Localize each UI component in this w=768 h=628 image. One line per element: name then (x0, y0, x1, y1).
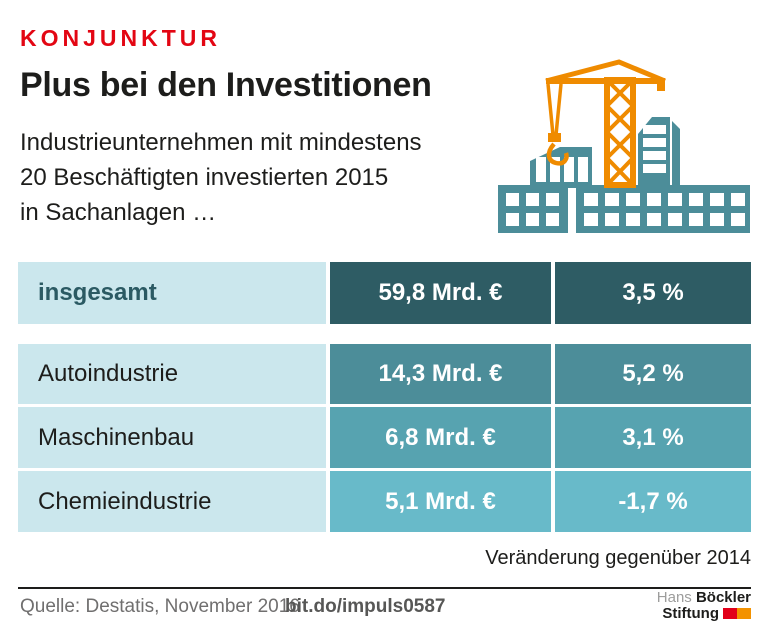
row-value: 59,8 Mrd. € (330, 262, 551, 324)
logo-hans: Hans (656, 589, 692, 606)
subtitle-line: in Sachanlagen … (20, 199, 217, 226)
row-change: 3,1 % (555, 407, 751, 468)
footer-divider (18, 587, 751, 589)
subtitle-line: Industrieunternehmen mit mindestens (20, 129, 422, 156)
kicker: KONJUNKTUR (20, 25, 221, 51)
logo-red-square-icon (723, 608, 737, 619)
row-label: Maschinenbau (18, 407, 326, 468)
row-label: Autoindustrie (18, 344, 326, 404)
table-row: Maschinenbau 6,8 Mrd. € 3,1 % (18, 407, 751, 468)
table-row: Chemieindustrie 5,1 Mrd. € -1,7 % (18, 471, 751, 532)
logo-squares-icon (723, 607, 751, 623)
row-label: Chemieindustrie (18, 471, 326, 532)
source-text: Quelle: Destatis, November 2016 (20, 596, 300, 617)
hans-boeckler-stiftung-logo: Hans Böckler Stiftung (657, 590, 751, 623)
page-title: Plus bei den Investitionen (20, 66, 432, 104)
logo-line1: Hans Böckler (657, 590, 751, 606)
logo-stiftung: Stiftung (662, 605, 719, 622)
row-change: 3,5 % (555, 262, 751, 324)
logo-boeckler: Böckler (695, 589, 751, 606)
row-change: 5,2 % (555, 344, 751, 404)
row-value: 6,8 Mrd. € (330, 407, 551, 468)
row-value: 5,1 Mrd. € (330, 471, 551, 532)
row-change: -1,7 % (555, 471, 751, 532)
subtitle: Industrieunternehmen mit mindestens 20 B… (20, 125, 422, 230)
crane-buildings-icon (498, 59, 750, 233)
table-row: Autoindustrie 14,3 Mrd. € 5,2 % (18, 344, 751, 404)
row-label: insgesamt (18, 262, 326, 324)
logo-line2: Stiftung (657, 606, 751, 623)
row-value: 14,3 Mrd. € (330, 344, 551, 404)
subtitle-line: 20 Beschäftigten investierten 2015 (20, 164, 389, 191)
table-footnote: Veränderung gegenüber 2014 (485, 547, 751, 569)
shortlink-text: bit.do/impuls0587 (285, 596, 446, 617)
logo-orange-square-icon (737, 608, 751, 619)
table-row-total: insgesamt 59,8 Mrd. € 3,5 % (18, 262, 751, 324)
